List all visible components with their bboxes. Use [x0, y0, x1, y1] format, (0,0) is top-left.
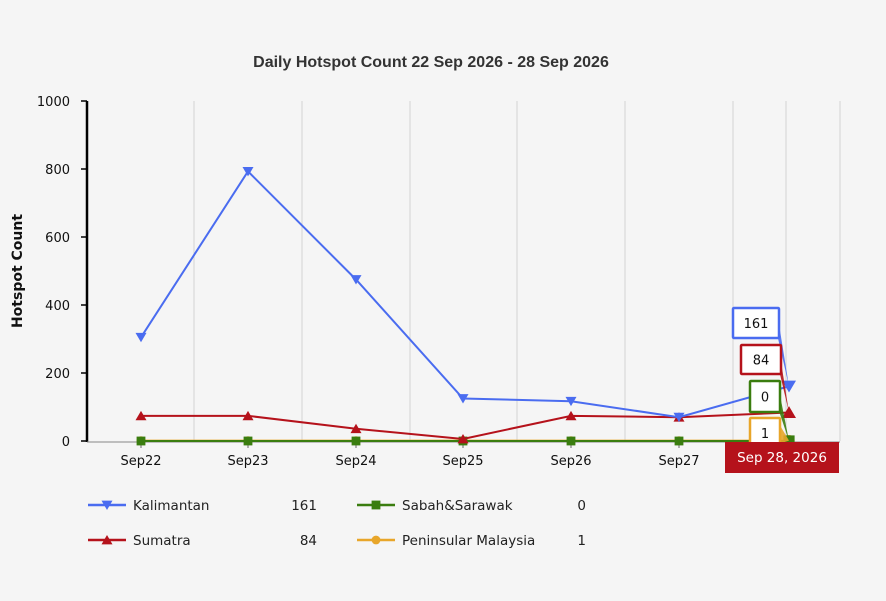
y-axis-label: Hotspot Count [10, 214, 26, 328]
tooltip-box [731, 306, 781, 340]
y-tick-label: 1000 [37, 95, 70, 110]
legend-value: 1 [577, 533, 586, 549]
data-point [350, 423, 362, 434]
legend-marker [101, 535, 113, 545]
tooltip-kalimantan: 161 [731, 306, 789, 387]
chart-title: Daily Hotspot Count 22 Sep 2026 - 28 Sep… [253, 54, 609, 71]
x-tick-label: Sep24 [335, 454, 376, 469]
y-tick-label: 600 [45, 231, 70, 246]
data-point [242, 410, 254, 421]
x-tick-label: Sep26 [550, 454, 591, 469]
data-point [242, 166, 254, 177]
y-tick-label: 400 [45, 299, 70, 314]
legend-marker [101, 500, 113, 510]
x-tick-label: Sep25 [442, 454, 483, 469]
tooltip-value: 84 [753, 354, 770, 369]
data-point [566, 436, 576, 446]
legend-value: 84 [300, 533, 317, 549]
data-point [565, 410, 577, 421]
legend-value: 0 [577, 498, 586, 514]
grid-lines [193, 101, 841, 441]
tooltip-box [748, 379, 782, 414]
hover-tooltip: 161 84 0 1 Sep 28, 2026 [725, 306, 839, 473]
legend-label: Sabah&Sarawak [402, 498, 513, 514]
legend-item-sumatra[interactable]: Sumatra 84 [88, 533, 317, 549]
tooltip-pointer [779, 349, 789, 413]
x-tick-label: Sep23 [227, 454, 268, 469]
data-point [135, 332, 147, 343]
x-tick-labels: Sep22 Sep23 Sep24 Sep25 Sep26 Sep27 [120, 442, 700, 469]
y-tick-label: 800 [45, 163, 70, 178]
legend-value: 161 [291, 498, 317, 514]
tooltip-sabah-sarawak: 0 [748, 379, 789, 441]
legend[interactable]: Kalimantan 161 Sumatra 84 Sabah&Sarawak 0 Peni… [88, 498, 586, 549]
data-point [674, 436, 684, 446]
axes [85, 101, 840, 443]
data-point [457, 434, 469, 444]
y-tick-label: 200 [45, 367, 70, 382]
series-layer [135, 166, 796, 447]
legend-label: Sumatra [133, 533, 191, 549]
series-kalimantan [135, 166, 796, 423]
series-line [140, 169, 790, 419]
legend-item-sabah-sarawak[interactable]: Sabah&Sarawak 0 [357, 498, 586, 514]
data-point [350, 275, 362, 285]
x-tick-label: Sep27 [658, 454, 699, 469]
y-tick-labels: 0 200 400 600 800 1000 [37, 95, 87, 450]
x-tick-label: Sep22 [120, 454, 161, 469]
data-point [351, 436, 361, 446]
data-point [136, 436, 146, 446]
legend-marker [371, 500, 381, 510]
y-tick-label: 0 [62, 435, 70, 450]
data-point [673, 412, 685, 423]
tooltip-x-label-text: Sep 28, 2026 [737, 450, 827, 466]
tooltip-value: 161 [744, 317, 769, 332]
data-point [135, 410, 147, 421]
data-point [782, 406, 796, 419]
tooltip-x-label-box [725, 442, 839, 473]
data-point [457, 394, 469, 404]
legend-label: Peninsular Malaysia [402, 533, 535, 549]
tooltip-value: 0 [761, 391, 769, 406]
legend-item-peninsular-malaysia[interactable]: Peninsular Malaysia 1 [357, 533, 586, 549]
series-line [141, 411, 790, 440]
tooltip-sumatra: 84 [739, 343, 789, 413]
data-point [243, 436, 253, 446]
legend-label: Kalimantan [133, 498, 210, 514]
data-point [565, 396, 577, 407]
tooltip-x-label: Sep 28, 2026 [725, 442, 839, 473]
tooltip-value: 1 [761, 427, 769, 442]
legend-marker [371, 535, 381, 545]
legend-item-kalimantan[interactable]: Kalimantan 161 [88, 498, 317, 514]
tooltip-box [739, 343, 783, 376]
data-point [782, 380, 796, 393]
